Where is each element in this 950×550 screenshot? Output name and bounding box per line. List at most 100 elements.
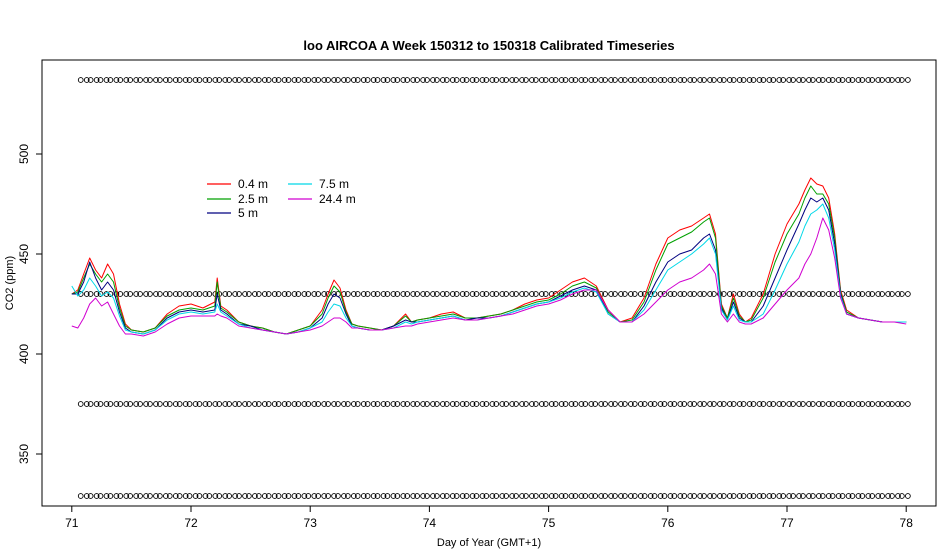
calibration-point — [766, 493, 773, 499]
calibration-point — [107, 493, 114, 499]
calibration-point — [242, 291, 248, 297]
calibration-point — [618, 291, 624, 297]
calibration-point — [588, 401, 595, 407]
calibration-point — [123, 77, 130, 83]
calibration-point — [291, 401, 298, 407]
calibration-point — [133, 77, 140, 83]
calibration-point — [756, 493, 763, 499]
calibration-point — [93, 401, 100, 407]
calibration-point — [285, 401, 292, 407]
calibration-point — [717, 493, 723, 499]
calibration-point — [404, 77, 411, 83]
calibration-point — [473, 493, 480, 499]
calibration-point — [618, 77, 624, 83]
calibration-point — [157, 77, 163, 83]
calibration-point — [538, 493, 545, 499]
calibration-point — [796, 401, 802, 407]
calibration-point — [677, 291, 684, 297]
calibration-point — [602, 401, 608, 407]
calibration-point — [390, 77, 397, 83]
calibration-point — [157, 493, 163, 499]
calibration-point — [687, 291, 694, 297]
calibration-point — [770, 77, 777, 83]
calibration-point — [631, 493, 638, 499]
calibration-point — [305, 77, 312, 83]
calibration-point — [176, 493, 183, 499]
calibration-point — [661, 401, 668, 407]
calibration-point — [513, 401, 519, 407]
calibration-point — [473, 401, 480, 407]
calibration-point — [865, 493, 872, 499]
calibration-point — [711, 291, 717, 297]
calibration-point — [453, 401, 460, 407]
calibration-point — [107, 401, 114, 407]
calibration-point — [394, 401, 401, 407]
calibration-point — [687, 493, 694, 499]
calibration-point — [489, 493, 496, 499]
calibration-point — [542, 77, 549, 83]
calibration-point — [192, 291, 199, 297]
calibration-point — [113, 77, 120, 83]
calibration-point — [572, 77, 579, 83]
calibration-point — [147, 77, 153, 83]
calibration-point — [384, 291, 391, 297]
calibration-point — [562, 401, 569, 407]
calibration-point — [212, 493, 219, 499]
calibration-point — [552, 77, 559, 83]
calibration-point — [503, 77, 509, 83]
calibration-point — [424, 77, 430, 83]
calibration-point — [746, 401, 753, 407]
calibration-point — [756, 291, 763, 297]
calibration-point — [434, 77, 440, 83]
calibration-point — [380, 401, 387, 407]
calibration-point — [657, 291, 664, 297]
calibration-point — [885, 77, 891, 83]
calibration-point — [790, 291, 796, 297]
calibration-point — [97, 493, 104, 499]
calibration-point — [687, 77, 694, 83]
calibration-point — [509, 493, 515, 499]
calibration-point — [612, 291, 618, 297]
calibration-point — [637, 401, 644, 407]
calibration-point — [588, 291, 595, 297]
calibration-point — [252, 291, 258, 297]
calibration-point — [717, 401, 723, 407]
calibration-point — [578, 401, 585, 407]
calibration-point — [875, 401, 882, 407]
calibration-point — [295, 291, 302, 297]
calibration-point — [806, 401, 812, 407]
series-line-2 — [71, 197, 907, 335]
calibration-point — [153, 291, 159, 297]
calibration-point — [875, 493, 882, 499]
calibration-point — [232, 291, 238, 297]
calibration-point — [166, 401, 173, 407]
calibration-point — [631, 401, 638, 407]
calibration-point — [77, 401, 84, 407]
calibration-point — [760, 401, 767, 407]
calibration-point — [443, 77, 450, 83]
calibration-point — [641, 401, 648, 407]
calibration-point — [374, 291, 381, 297]
calibration-point — [651, 493, 658, 499]
calibration-point — [212, 401, 219, 407]
calibration-point — [726, 401, 733, 407]
calibration-point — [726, 493, 733, 499]
calibration-point — [364, 77, 371, 83]
calibration-point — [790, 493, 796, 499]
calibration-point — [360, 77, 367, 83]
calibration-point — [711, 77, 717, 83]
calibration-point — [83, 401, 90, 407]
calibration-point — [499, 401, 506, 407]
calibration-point — [855, 77, 862, 83]
calibration-point — [895, 401, 901, 407]
calibration-point — [331, 77, 337, 83]
calibration-point — [750, 77, 757, 83]
calibration-point — [489, 401, 496, 407]
calibration-point — [681, 77, 688, 83]
calibration-point — [800, 77, 806, 83]
calibration-point — [354, 77, 361, 83]
calibration-point — [538, 77, 545, 83]
y-tick-label: 350 — [17, 444, 31, 464]
calibration-point — [602, 493, 608, 499]
calibration-point — [503, 401, 509, 407]
